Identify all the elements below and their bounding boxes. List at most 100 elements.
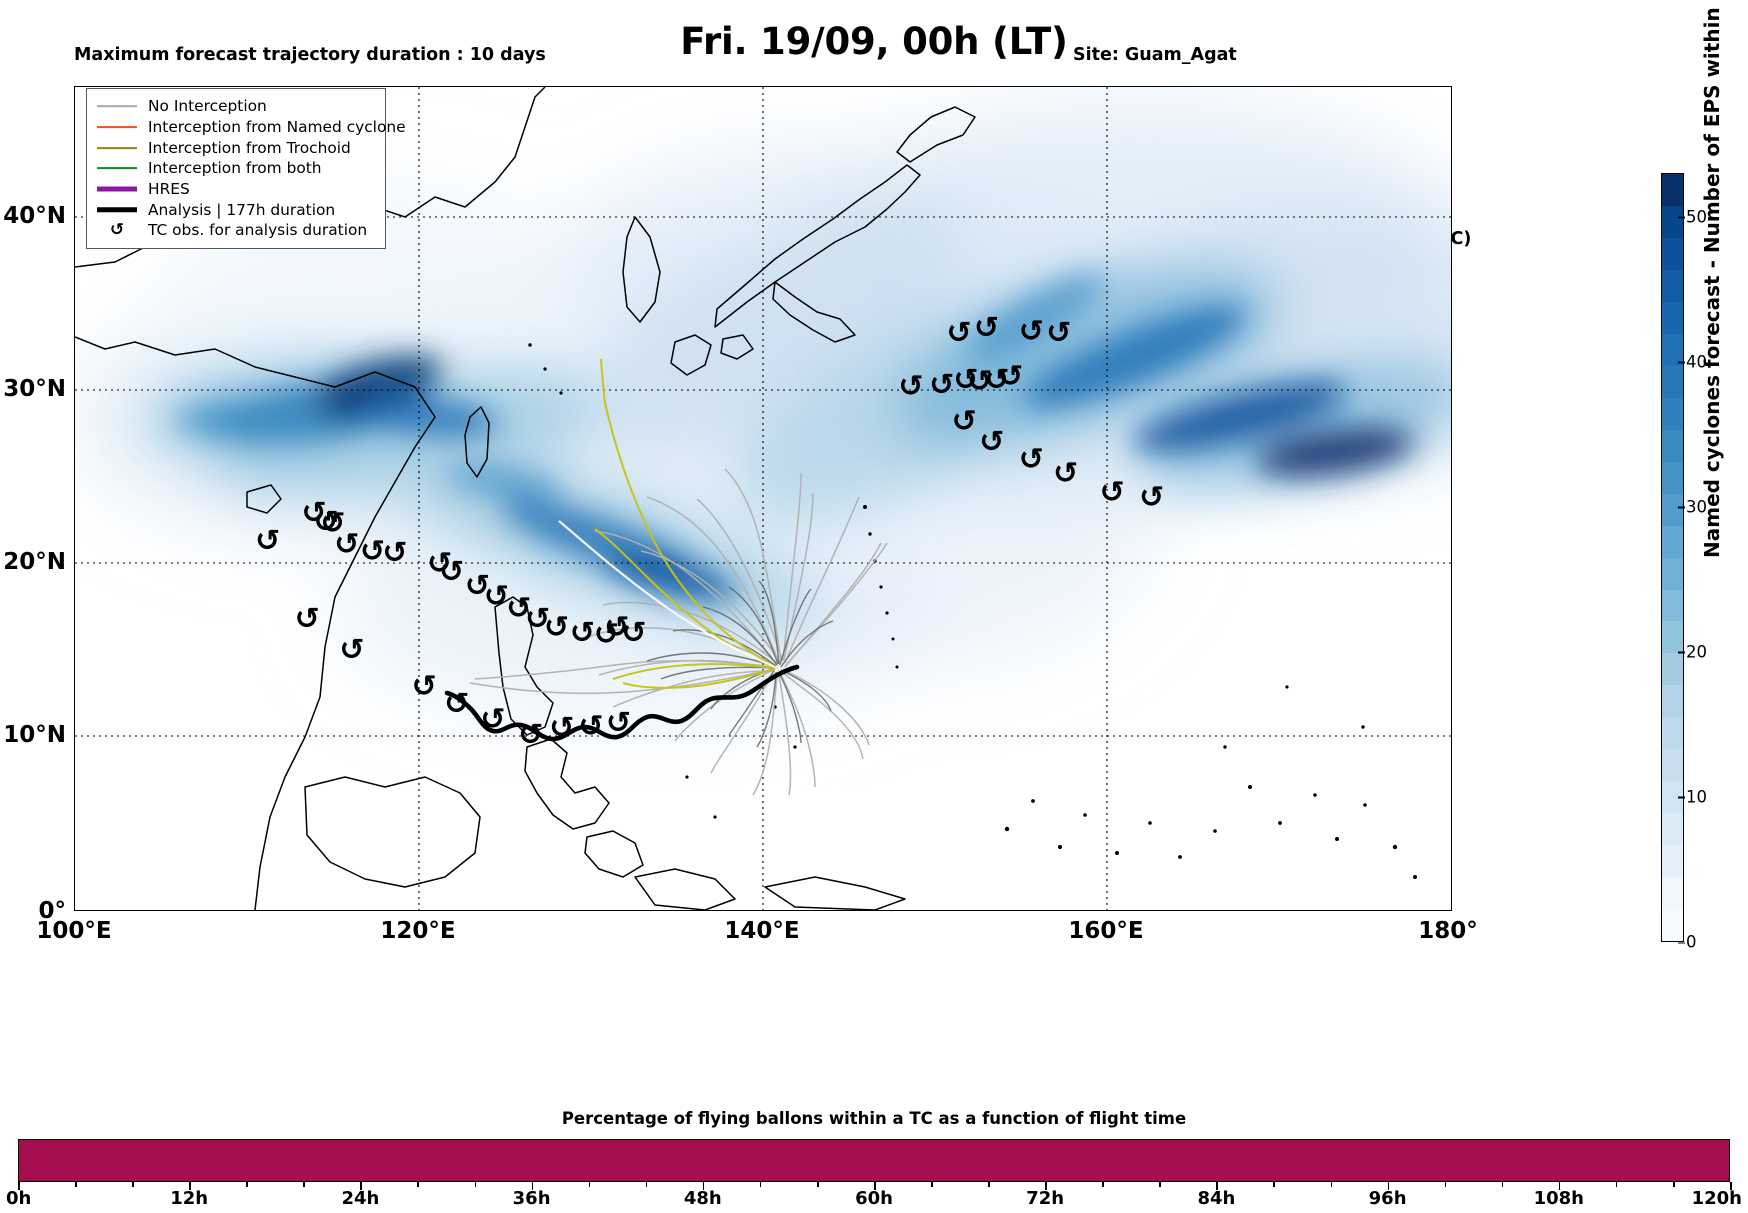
timeline-label-72h: 72h xyxy=(1026,1188,1065,1209)
tc-obs-marker: ↺ xyxy=(444,686,469,721)
tc-obs-marker: ↺ xyxy=(998,359,1023,394)
legend-label-tc-obs: TC obs. for analysis duration xyxy=(148,221,368,240)
timeline-tick-mark xyxy=(1159,1182,1161,1187)
trajectory-analysis xyxy=(444,664,800,742)
legend-label-named-cyclone: Interception from Named cyclone xyxy=(148,118,406,137)
legend-item-trochoid[interactable]: Interception from Trochoid xyxy=(95,137,375,158)
colorbar-step-20 xyxy=(1662,269,1683,302)
legend-item-hres[interactable]: HRES xyxy=(95,179,375,200)
colorbar-step-22 xyxy=(1662,206,1683,239)
legend-item-tc-obs[interactable]: ↺ TC obs. for analysis duration xyxy=(95,220,375,241)
tc-obs-marker: ↺ xyxy=(544,610,569,645)
colorbar-tick-40: 40 xyxy=(1678,352,1707,372)
density-core-layer xyxy=(175,272,1415,602)
legend-swatch-both xyxy=(95,161,139,175)
timeline-tick-mark xyxy=(18,1182,20,1190)
timeline-tick-mark xyxy=(132,1182,134,1187)
colorbar-step-10 xyxy=(1662,589,1683,622)
colorbar[interactable] xyxy=(1661,173,1684,942)
tc-obs-marker: ↺ xyxy=(604,610,629,645)
timeline-tick-mark xyxy=(759,1182,762,1187)
tc-obs-marker: ↺ xyxy=(1100,475,1125,510)
colorbar-step-17 xyxy=(1662,365,1683,398)
timeline-tick-mark xyxy=(474,1182,477,1187)
timeline-tick-mark xyxy=(1615,1182,1618,1187)
x-tick-180: 180° xyxy=(1418,918,1478,944)
legend-item-both[interactable]: Interception from both xyxy=(95,158,375,179)
colorbar-step-16 xyxy=(1662,397,1683,430)
timeline-tick-mark xyxy=(816,1182,819,1187)
tc-obs-marker: ↺ xyxy=(1046,316,1071,351)
colorbar-tick-30: 30 xyxy=(1678,497,1707,517)
timeline-label-108h: 108h xyxy=(1533,1188,1584,1209)
annotation-max-duration: Maximum forecast trajectory duration : 1… xyxy=(74,44,546,65)
y-tick-10: 10°N xyxy=(3,722,66,748)
tc-obs-marker: ↺ xyxy=(255,523,280,558)
colorbar-step-3 xyxy=(1662,813,1683,846)
tc-obs-marker: ↺ xyxy=(295,601,320,636)
tc-obs-marker: ↺ xyxy=(606,705,631,740)
tc-obs-marker: ↺ xyxy=(302,496,327,531)
tc-obs-marker: ↺ xyxy=(979,425,1004,460)
colorbar-step-2 xyxy=(1662,845,1683,878)
tc-obs-marker: ↺ xyxy=(525,601,550,636)
timeline-tick-mark xyxy=(1730,1182,1732,1190)
colorbar-tick-10: 10 xyxy=(1678,787,1707,807)
colorbar-tick-0: 0 xyxy=(1678,932,1697,952)
timeline-tick-mark xyxy=(360,1182,362,1190)
timeline-tick-mark xyxy=(1273,1182,1276,1187)
tc-obs-marker: ↺ xyxy=(360,534,385,569)
tc-obs-marker: ↺ xyxy=(412,669,437,704)
page-title: Fri. 19/09, 00h (LT) xyxy=(680,20,1068,63)
colorbar-step-4 xyxy=(1662,781,1683,814)
tc-obs-marker: ↺ xyxy=(334,527,359,562)
timeline-tick-mark xyxy=(588,1182,591,1187)
y-tick-0: 0° xyxy=(38,898,66,924)
timeline-label-60h: 60h xyxy=(855,1188,893,1209)
timeline-label-24h: 24h xyxy=(341,1188,380,1209)
timeline-tick-mark xyxy=(75,1182,77,1187)
tc-obs-marker: ↺ xyxy=(382,536,407,571)
tc-obs-marker: ↺ xyxy=(621,615,646,650)
colorbar-step-1 xyxy=(1662,877,1683,910)
colorbar-step-18 xyxy=(1662,333,1683,366)
timeline-tick-mark xyxy=(1444,1182,1447,1187)
timeline-label-12h: 12h xyxy=(170,1188,209,1209)
timeline-title: Percentage of flying ballons within a TC… xyxy=(561,1109,1187,1128)
trajectory-hres xyxy=(558,520,776,669)
colorbar-step-14 xyxy=(1662,461,1683,494)
legend-swatch-analysis xyxy=(95,203,139,217)
tc-obs-marker: ↺ xyxy=(952,404,977,439)
timeline-label-36h: 36h xyxy=(512,1188,551,1209)
legend-swatch-named-cyclone xyxy=(95,120,139,134)
timeline-tick-mark xyxy=(1558,1182,1561,1190)
legend-item-named-cyclone[interactable]: Interception from Named cyclone xyxy=(95,117,406,138)
legend-label-no-interception: No Interception xyxy=(148,97,267,116)
y-tick-20: 20°N xyxy=(3,549,66,575)
tc-obs-marker: ↺ xyxy=(1053,456,1078,491)
tc-obs-marker: ↺ xyxy=(1019,314,1044,349)
colorbar-step-0 xyxy=(1662,909,1683,941)
legend-item-no-interception[interactable]: No Interception xyxy=(95,96,375,117)
colorbar-step-23 xyxy=(1662,174,1683,207)
tc-obs-marker: ↺ xyxy=(1139,480,1164,515)
colorbar-step-11 xyxy=(1662,557,1683,590)
map-svg: ↺↺↺↺↺ ↺↺ ↺↺ ↺↺↺↺↺ ↺↺↺↺↺↺↺ ↺ ↺ ↺ ↺ ↺ ↺↺ ↺↺↺↺↺↺ ↺ ↺ ↺↺↺ ↺… xyxy=(75,87,1451,910)
tc-observation-icon: ↺ xyxy=(109,220,125,241)
legend-label-trochoid: Interception from Trochoid xyxy=(148,138,351,157)
timeline-label-120h: 120h xyxy=(1691,1188,1742,1209)
x-tick-140E: 140°E xyxy=(724,918,800,944)
tc-obs-marker: ↺ xyxy=(578,709,603,744)
tc-obs-marker: ↺ xyxy=(929,368,954,403)
legend-swatch-trochoid xyxy=(95,141,139,155)
tc-obs-marker: ↺ xyxy=(570,615,595,650)
tc-obs-marker: ↺ xyxy=(439,555,464,590)
colorbar-step-8 xyxy=(1662,653,1683,686)
legend-item-analysis[interactable]: Analysis | 177h duration xyxy=(95,199,375,220)
timeline-axis[interactable] xyxy=(18,1139,1730,1182)
tc-obs-marker: ↺ xyxy=(465,568,490,603)
timeline-tick-mark xyxy=(1501,1182,1504,1187)
colorbar-label: Named cyclones forecast - Number of EPS … xyxy=(1700,0,1724,558)
timeline-tick-mark xyxy=(1387,1182,1390,1190)
legend-label-hres: HRES xyxy=(148,180,190,199)
